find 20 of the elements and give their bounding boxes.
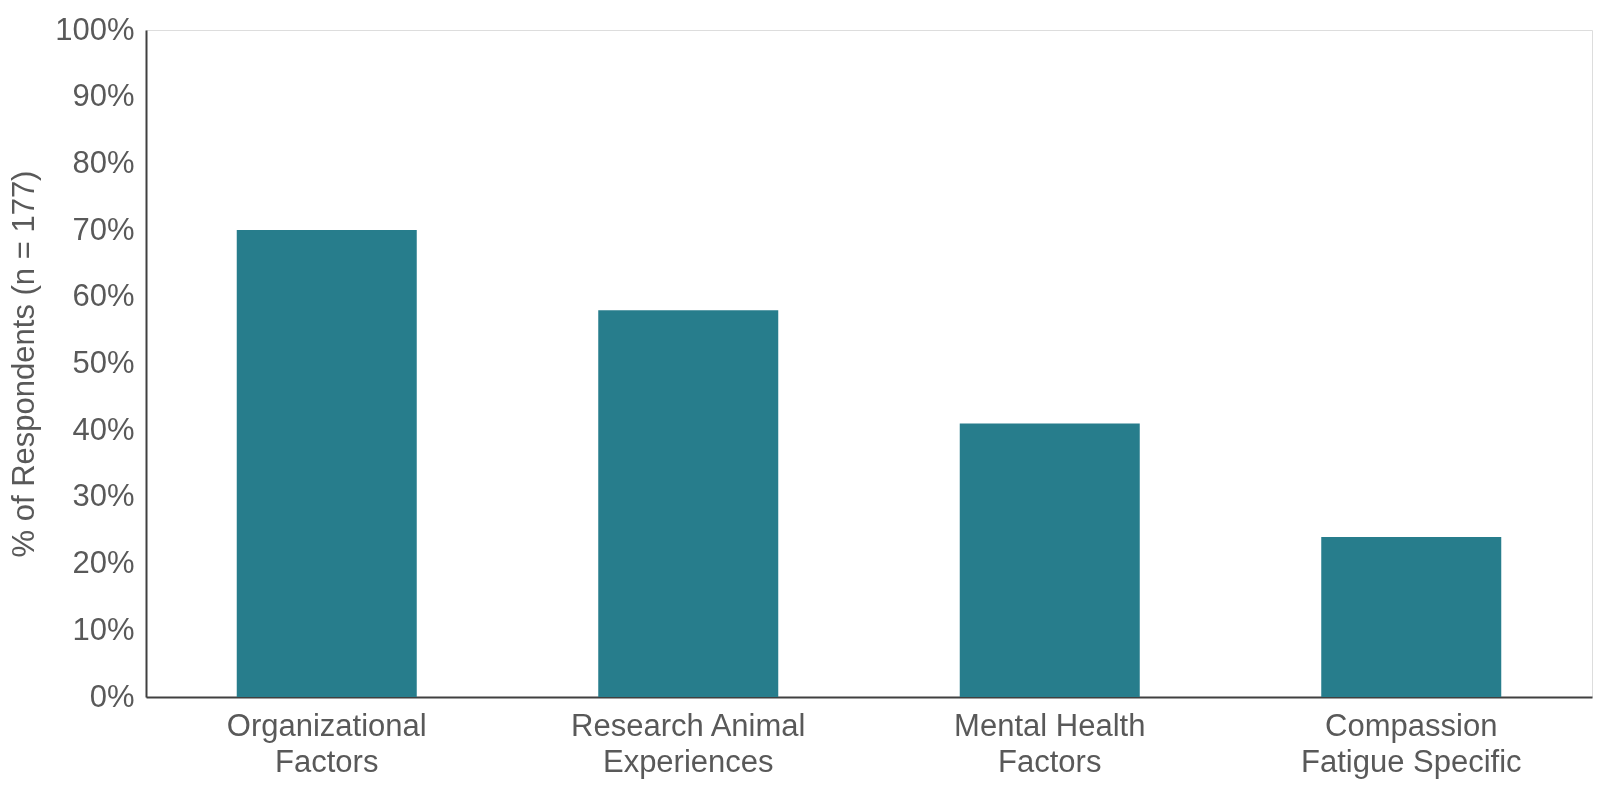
y-tick-label: 70% xyxy=(72,211,135,247)
y-tick-label: 50% xyxy=(72,345,135,380)
y-tick-label: 20% xyxy=(72,545,135,581)
bar xyxy=(598,310,779,697)
y-tick-label: 0% xyxy=(89,678,135,714)
y-tick-label: 90% xyxy=(72,78,135,114)
x-tick-label: Research Animal Experiences xyxy=(571,707,806,779)
x-tick-label: Organizational Factors xyxy=(226,707,427,779)
y-tick-label: 10% xyxy=(72,611,135,647)
bar xyxy=(959,423,1140,697)
y-tick-label: 40% xyxy=(72,411,135,447)
y-tick-label: 100% xyxy=(55,11,135,47)
y-axis-title: % of Respondents (n = 177) xyxy=(6,170,42,558)
bar xyxy=(236,230,417,697)
bar xyxy=(1321,536,1502,697)
y-tick-label: 80% xyxy=(72,144,135,180)
x-tick-label: Mental Health Factors xyxy=(954,707,1146,779)
x-tick-label: Compassion Fatigue Specific xyxy=(1300,707,1522,779)
y-tick-label: 60% xyxy=(72,278,135,314)
y-tick-label: 30% xyxy=(72,478,135,514)
